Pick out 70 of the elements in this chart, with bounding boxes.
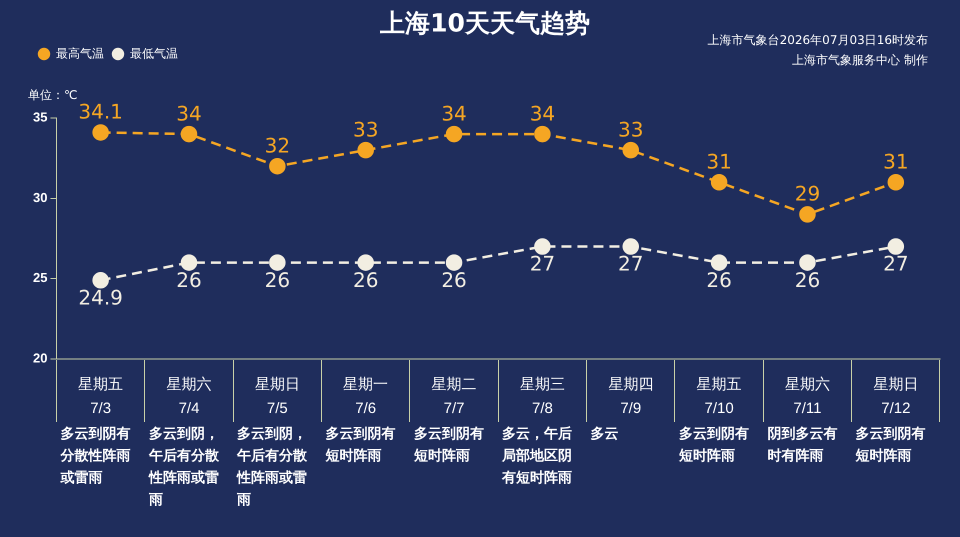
x-tick-label: 星期四 7/9: [608, 376, 654, 418]
text: 多云到阴，午后有分散性阵雨或雷雨: [148, 425, 220, 510]
data-label: 27: [618, 252, 644, 276]
point: [799, 254, 816, 271]
point: [799, 206, 816, 223]
point: [534, 238, 551, 255]
point: [92, 124, 109, 141]
text: 多云，午后局部地区阴有短时阵雨: [502, 425, 574, 488]
point: [92, 272, 109, 289]
x-tick-label: 星期五 7/3: [78, 376, 124, 418]
data-label: 26: [264, 268, 290, 292]
point: [710, 254, 728, 271]
data-label: 34: [441, 101, 467, 126]
data-label: 27: [530, 252, 556, 276]
x-tick-label: 星期三 7/8: [520, 376, 565, 418]
point: [446, 254, 462, 271]
point: [622, 238, 640, 255]
point: [357, 142, 374, 158]
point: [180, 254, 198, 271]
point: [446, 126, 462, 142]
x-tick-label: 星期日 7/12: [873, 376, 918, 418]
data-label: 32: [264, 133, 290, 158]
point: [710, 174, 728, 191]
data-label: 33: [618, 117, 644, 142]
data-label: 26: [176, 268, 202, 292]
text: 多云到阴有短时阵雨: [326, 425, 397, 466]
x-tick-label: 星期一 7/6: [343, 376, 388, 418]
text: 上海市气象服务中心 制作: [792, 52, 928, 69]
text: 多云到阴有短时阵雨: [856, 425, 927, 466]
point: [534, 126, 551, 142]
x-tick-label: 星期五 7/10: [696, 376, 742, 418]
data-label: 24.9: [78, 285, 123, 310]
data-label: 29: [794, 182, 820, 206]
data-label: 31: [706, 149, 732, 174]
legend-label: 最低气温: [130, 46, 178, 60]
point: [357, 254, 374, 271]
data-label: 26: [441, 268, 467, 292]
text: 阴到多云有时有阵雨: [767, 425, 838, 466]
chart-title: 上海10天天气趋势: [379, 8, 590, 38]
y-tick-label: 30: [32, 190, 48, 205]
text: 多云到阴，午后有分散性阵雨或雷雨: [237, 425, 308, 510]
data-label: 27: [883, 252, 909, 276]
point: [622, 142, 640, 158]
data-label: 26: [794, 268, 820, 292]
data-label: 26: [352, 268, 378, 292]
text: 多云到阴有分散性阵雨或雷雨: [60, 425, 132, 488]
x-tick-label: 星期六 7/11: [784, 376, 830, 418]
point: [888, 238, 904, 255]
data-label: 34: [176, 101, 202, 126]
data-label: 26: [706, 268, 732, 292]
text: 多云到阴有短时阵雨: [414, 425, 485, 466]
data-label: 34.1: [78, 100, 123, 124]
x-tick-label: 星期日 7/5: [254, 376, 300, 418]
data-label: 33: [352, 117, 378, 142]
x-tick-label: 星期六 7/4: [166, 376, 212, 418]
x-tick-label: 星期二 7/7: [432, 376, 477, 418]
text: 多云到阴有短时阵雨: [678, 425, 750, 466]
y-axis-title: 单位：℃: [28, 88, 78, 102]
y-tick-label: 25: [32, 270, 48, 286]
y-tick-label: 20: [32, 350, 48, 366]
point: [180, 126, 198, 142]
point: [269, 254, 286, 271]
text: 多云: [590, 425, 620, 444]
y-tick-label: 35: [32, 110, 48, 125]
text: 上海市气象台2026年07月03日16时发布: [708, 32, 928, 49]
point: [888, 174, 904, 191]
point: [269, 158, 286, 174]
data-label: 34: [530, 101, 556, 126]
legend-label: 最高气温: [56, 46, 104, 60]
data-label: 31: [883, 149, 909, 174]
